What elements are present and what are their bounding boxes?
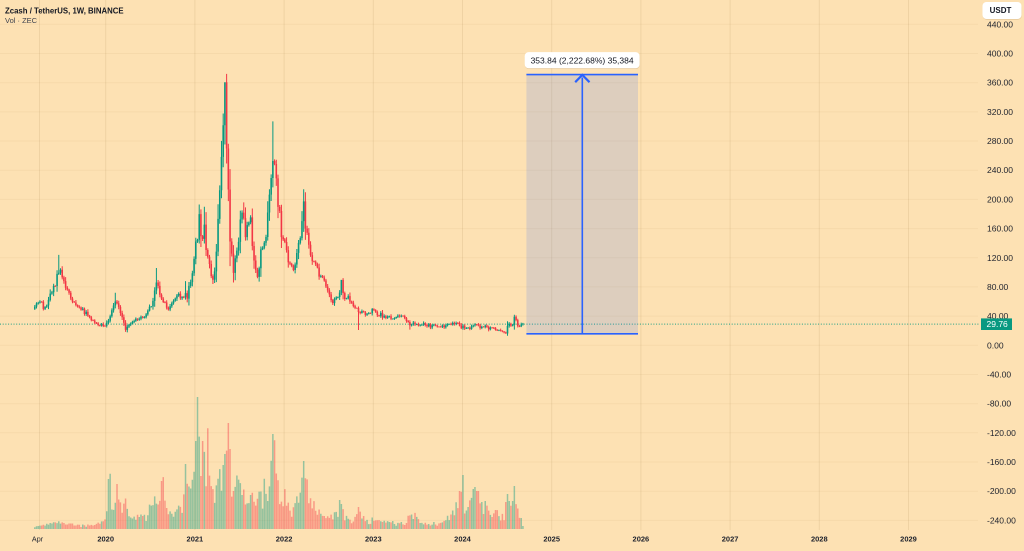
svg-text:80.00: 80.00 bbox=[987, 282, 1009, 292]
svg-text:2023: 2023 bbox=[365, 535, 382, 544]
svg-text:2022: 2022 bbox=[276, 535, 293, 544]
svg-text:2027: 2027 bbox=[722, 535, 739, 544]
svg-text:USDT: USDT bbox=[990, 6, 1012, 15]
svg-text:280.00: 280.00 bbox=[987, 136, 1013, 146]
svg-text:-120.00: -120.00 bbox=[987, 428, 1016, 438]
svg-text:2028: 2028 bbox=[811, 535, 828, 544]
svg-text:29.76: 29.76 bbox=[987, 319, 1009, 329]
svg-text:2026: 2026 bbox=[633, 535, 650, 544]
svg-text:-240.00: -240.00 bbox=[987, 515, 1016, 525]
svg-text:2024: 2024 bbox=[454, 535, 472, 544]
svg-text:Zcash / TetherUS, 1W, BINANCE: Zcash / TetherUS, 1W, BINANCE bbox=[5, 7, 124, 16]
svg-text:2025: 2025 bbox=[543, 535, 560, 544]
svg-text:240.00: 240.00 bbox=[987, 165, 1013, 175]
svg-text:2021: 2021 bbox=[187, 535, 204, 544]
svg-text:Apr: Apr bbox=[32, 535, 44, 544]
svg-text:120.00: 120.00 bbox=[987, 253, 1013, 263]
svg-text:-40.00: -40.00 bbox=[987, 370, 1011, 380]
svg-text:320.00: 320.00 bbox=[987, 107, 1013, 117]
svg-text:2029: 2029 bbox=[900, 535, 917, 544]
svg-text:440.00: 440.00 bbox=[987, 19, 1013, 29]
svg-text:Vol · ZEC: Vol · ZEC bbox=[5, 16, 38, 25]
svg-text:200.00: 200.00 bbox=[987, 194, 1013, 204]
svg-text:0.00: 0.00 bbox=[987, 340, 1004, 350]
svg-text:40.00: 40.00 bbox=[987, 311, 1009, 321]
svg-text:160.00: 160.00 bbox=[987, 224, 1013, 234]
svg-text:-80.00: -80.00 bbox=[987, 399, 1011, 409]
svg-text:360.00: 360.00 bbox=[987, 78, 1013, 88]
svg-text:-160.00: -160.00 bbox=[987, 457, 1016, 467]
svg-text:400.00: 400.00 bbox=[987, 49, 1013, 59]
svg-text:-200.00: -200.00 bbox=[987, 486, 1016, 496]
svg-text:353.84 (2,222.68%) 35,384: 353.84 (2,222.68%) 35,384 bbox=[531, 55, 634, 65]
svg-text:2020: 2020 bbox=[97, 535, 114, 544]
